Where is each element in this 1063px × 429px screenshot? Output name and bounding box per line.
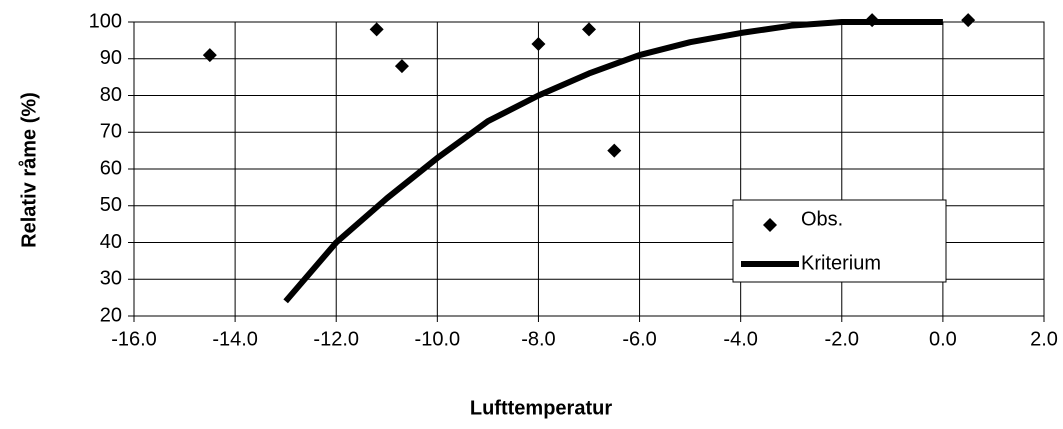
legend-box <box>732 199 947 283</box>
x-tick-label: -12.0 <box>313 328 359 350</box>
x-axis-label: Lufttemperatur <box>470 397 612 419</box>
point <box>202 48 217 63</box>
y-tick-label: 80 <box>100 84 122 106</box>
point <box>531 37 546 52</box>
point <box>582 22 596 37</box>
y-tick-label: 30 <box>100 268 122 290</box>
x-tick-label: 0.0 <box>929 328 957 350</box>
legend-label: Kriterium <box>801 252 881 274</box>
point <box>369 22 384 37</box>
point <box>607 143 622 158</box>
y-tick-label: 20 <box>100 304 122 326</box>
plot-border <box>133 21 1045 317</box>
x-tick-label: -8.0 <box>521 328 555 350</box>
y-axis-label: Relativ råme (%) <box>17 92 40 248</box>
x-tick-label: -6.0 <box>622 328 656 350</box>
y-tick-label: 90 <box>100 47 122 69</box>
x-tick-label: -16.0 <box>111 328 157 350</box>
y-tick-label: 60 <box>100 157 122 179</box>
x-tick-label: -10.0 <box>415 328 461 350</box>
point <box>961 13 976 28</box>
point <box>394 59 409 74</box>
y-tick-label: 50 <box>100 194 122 216</box>
y-tick-label: 40 <box>100 231 122 253</box>
legend-marker <box>763 218 777 232</box>
x-tick-label: -14.0 <box>212 328 258 350</box>
y-tick-label: 100 <box>89 10 122 32</box>
y-tick-label: 70 <box>100 121 122 143</box>
line <box>283 19 943 304</box>
x-tick-label: 2.0 <box>1030 328 1058 350</box>
x-tick-label: -4.0 <box>723 328 757 350</box>
x-tick-label: -2.0 <box>825 328 859 350</box>
legend-label: Obs. <box>801 208 843 230</box>
